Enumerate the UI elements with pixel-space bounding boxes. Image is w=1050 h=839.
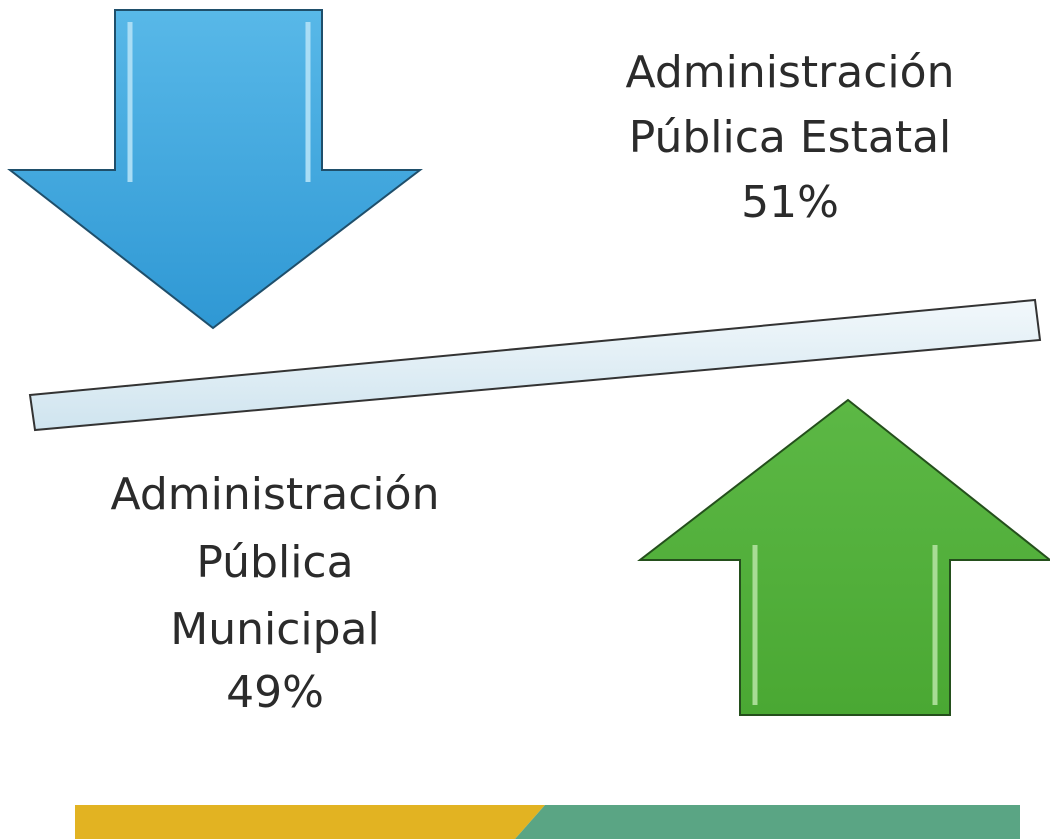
municipal-label: Pública [196, 537, 353, 588]
balance-bar [28, 298, 1042, 432]
state-label: Administración [626, 47, 955, 98]
footer-band-teal [515, 805, 1020, 839]
down-arrow [7, 9, 423, 330]
footer-band-yellow [75, 805, 545, 839]
state-label: Pública Estatal [629, 112, 952, 163]
state-percent: 51% [741, 177, 839, 228]
up-arrow [637, 398, 1050, 716]
municipal-label: Administración [111, 469, 440, 520]
municipal-percent: 49% [226, 667, 324, 718]
municipal-label: Municipal [170, 604, 380, 655]
